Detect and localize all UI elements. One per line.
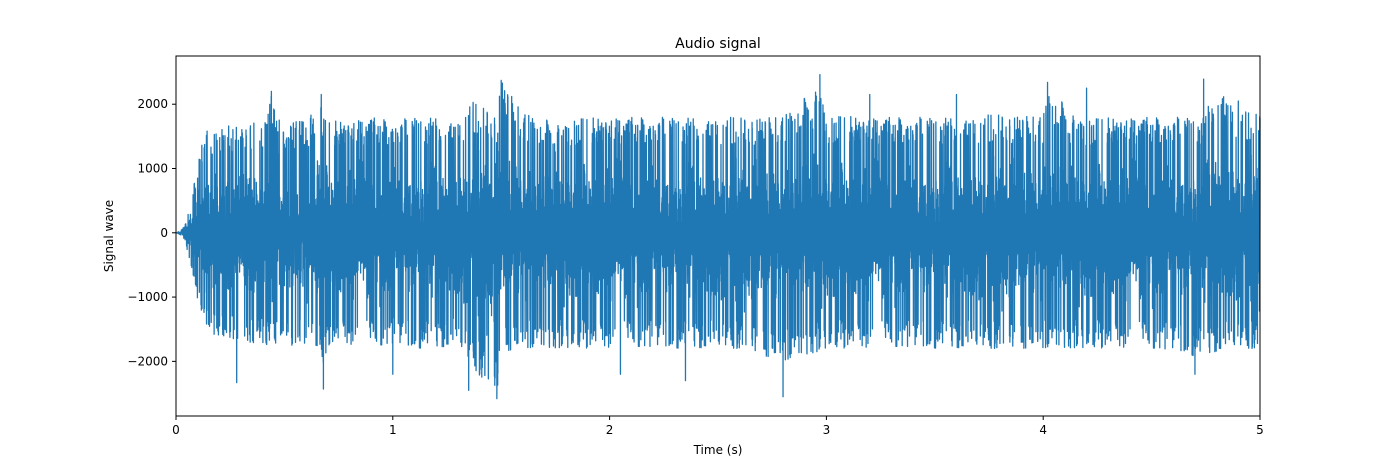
y-axis-label: Signal wave — [102, 200, 116, 272]
y-tick-label: −2000 — [127, 354, 168, 368]
x-tick-label: 5 — [1256, 423, 1264, 437]
x-tick-label: 3 — [823, 423, 831, 437]
y-tick-label: −1000 — [127, 290, 168, 304]
y-tick-label: 0 — [160, 226, 168, 240]
x-tick-label: 0 — [172, 423, 180, 437]
y-tick-label: 2000 — [137, 97, 168, 111]
y-tick-label: 1000 — [137, 162, 168, 176]
x-axis: 0 1 2 3 4 5 — [172, 416, 1264, 437]
plot-frame — [175, 55, 1261, 417]
x-tick-label: 2 — [606, 423, 614, 437]
y-axis: −2000 −1000 0 1000 2000 — [127, 97, 176, 368]
x-tick-label: 1 — [389, 423, 397, 437]
x-tick-label: 4 — [1039, 423, 1047, 437]
x-axis-label: Time (s) — [693, 443, 743, 457]
plot-area — [175, 73, 1261, 400]
chart-title: Audio signal — [675, 36, 761, 52]
signal-series-line — [175, 73, 1261, 400]
